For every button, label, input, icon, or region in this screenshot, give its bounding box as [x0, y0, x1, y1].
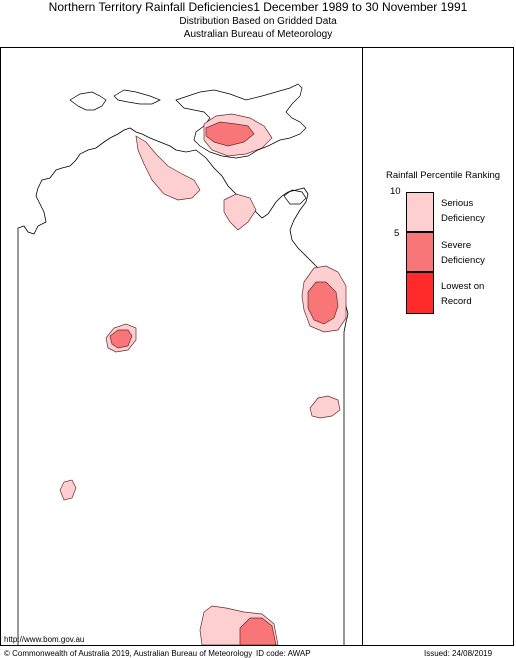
deficiency-region-south-east	[309, 395, 341, 419]
footer-copyright: © Commonwealth of Australia 2019, Austra…	[4, 649, 253, 658]
footer-issued: Issued: 24/08/2019	[424, 649, 493, 658]
groote-eylandt	[283, 189, 307, 205]
severe-region-arnhem	[205, 121, 255, 147]
footer-id-code: ID code: AWAP	[256, 649, 311, 658]
legend-swatch-severe	[406, 232, 434, 272]
legend-label-serious: Serious Deficiency	[441, 198, 485, 224]
severe-region-central-west	[109, 329, 133, 349]
arnhem-coast	[175, 83, 307, 159]
deficiency-region-roper	[223, 193, 257, 231]
map-source: Australian Bureau of Meteorology	[183, 29, 333, 40]
legend-tick-5: 5	[394, 228, 400, 239]
legend-label-lowest: Lowest on Record	[441, 281, 485, 307]
legend-divider	[362, 47, 363, 646]
deficiency-region-gulf	[135, 135, 201, 201]
north-coast	[69, 91, 107, 111]
map-frame	[0, 47, 514, 646]
legend-title: Rainfall Percentile Ranking	[385, 170, 501, 181]
legend-label-severe: Severe Deficiency	[441, 240, 485, 266]
footer-url[interactable]: http://www.bom.gov.au	[4, 635, 85, 644]
legend-tick-10: 10	[390, 186, 401, 197]
map-subtitle: Distribution Based on Gridded Data	[179, 16, 337, 27]
deficiency-region-south-west	[59, 479, 77, 501]
severe-region-east	[307, 281, 339, 325]
tiwi-islands	[113, 89, 161, 105]
nt-boundary	[17, 127, 349, 645]
severe-region-south	[239, 617, 277, 645]
nt-map	[17, 83, 349, 645]
legend-swatch-lowest	[406, 272, 434, 314]
legend-swatch-serious	[406, 192, 434, 232]
map-title: Northern Territory Rainfall Deficiencies…	[48, 0, 468, 14]
